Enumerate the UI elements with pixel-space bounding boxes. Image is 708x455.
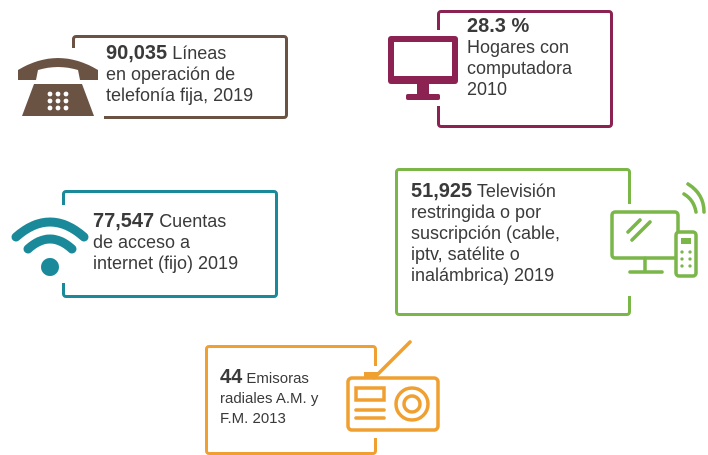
item-line: en operación de	[106, 64, 236, 84]
phone-icon	[12, 48, 104, 120]
item-line: inalámbrica) 2019	[411, 265, 555, 285]
item-line: F.M. 2013	[220, 410, 286, 427]
item-line: Emisoras	[246, 370, 309, 387]
item-value: 44	[220, 366, 243, 388]
item-text: 77,547 Cuentas de acceso a internet (fij…	[93, 211, 238, 274]
item-line: Líneas	[172, 43, 227, 63]
item-value: 77,547	[93, 210, 155, 232]
line: 77,547 Cuentas	[93, 211, 238, 232]
item-line: telefonía fija, 2019	[106, 85, 254, 105]
wifi-icon	[8, 205, 92, 283]
radio-icon	[340, 340, 444, 438]
item-line: restringida o por	[411, 202, 542, 222]
item-line: Hogares con	[467, 37, 570, 57]
item-value: 28.3 %	[467, 15, 530, 37]
item-line: Cuentas	[159, 211, 227, 231]
item-line: internet (fijo) 2019	[93, 253, 239, 273]
item-line: Televisión	[476, 181, 556, 201]
line: 28.3 %	[467, 16, 572, 37]
item-value: 90,035	[106, 42, 168, 64]
item-text: 28.3 % Hogares con computadora 2010	[467, 16, 572, 100]
item-value: 51,925	[411, 180, 473, 202]
tv-icon	[606, 182, 706, 296]
item-line: radiales A.M. y	[220, 390, 319, 407]
item-text: 90,035 Líneas en operación de telefonía …	[106, 43, 253, 106]
computer-icon	[384, 30, 462, 106]
item-text: 51,925 Televisión restringida o por susc…	[411, 181, 560, 286]
item-line: suscripción (cable,	[411, 223, 561, 243]
item-text: 44 Emisoras radiales A.M. y F.M. 2013	[220, 367, 318, 429]
item-line: 2010	[467, 79, 508, 99]
line: 90,035 Líneas	[106, 43, 253, 64]
item-line: computadora	[467, 58, 573, 78]
item-line: de acceso a	[93, 232, 191, 252]
line: 44 Emisoras	[220, 367, 318, 389]
item-line: iptv, satélite o	[411, 244, 520, 264]
line: 51,925 Televisión	[411, 181, 560, 202]
